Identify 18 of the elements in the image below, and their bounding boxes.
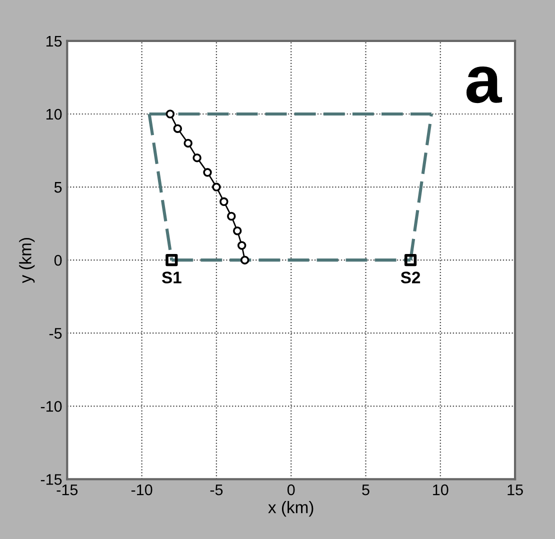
x-axis-title: x (km) — [268, 501, 314, 517]
y-tick-label: 5 — [54, 182, 62, 193]
y-tick-label: -15 — [40, 474, 62, 485]
x-tick-label: 10 — [433, 484, 448, 496]
y-tick-label: 15 — [46, 36, 62, 47]
x-tick-label: -5 — [210, 484, 223, 496]
annotation: a — [466, 66, 502, 104]
y-tick-label: 0 — [54, 254, 62, 266]
y-tick-label: -5 — [49, 328, 62, 339]
x-tick-label: -10 — [131, 484, 152, 496]
annotation: S2 — [400, 272, 420, 284]
y-tick-label: -10 — [40, 401, 62, 412]
annotation: S1 — [162, 272, 182, 284]
x-tick-label: 15 — [508, 484, 523, 496]
x-tick-label: 5 — [362, 484, 370, 496]
x-tick-label: 0 — [287, 484, 295, 496]
y-tick-label: 10 — [46, 108, 62, 120]
y-axis-title: y (km) — [19, 238, 35, 284]
